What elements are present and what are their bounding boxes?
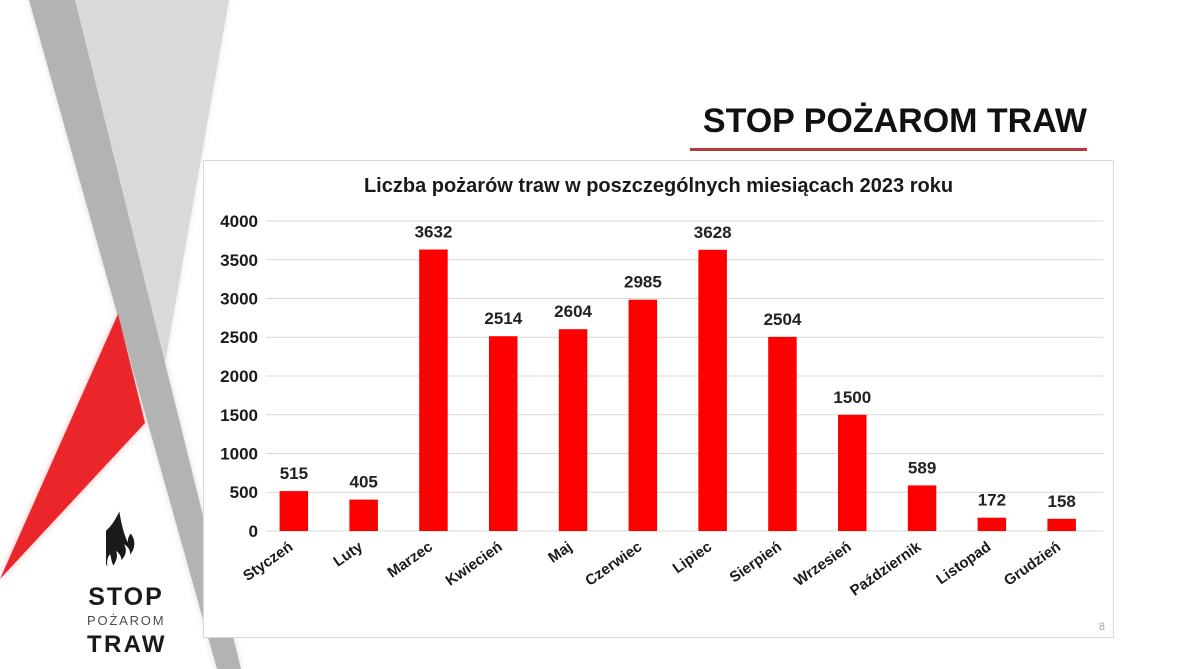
svg-text:2514: 2514 xyxy=(484,309,522,328)
svg-text:Styczeń: Styczeń xyxy=(240,538,296,584)
svg-text:3632: 3632 xyxy=(415,223,453,242)
svg-text:2604: 2604 xyxy=(554,302,592,321)
svg-text:2500: 2500 xyxy=(220,328,258,347)
svg-text:2000: 2000 xyxy=(220,367,258,386)
svg-text:500: 500 xyxy=(230,483,258,502)
svg-text:405: 405 xyxy=(350,473,378,492)
svg-text:1000: 1000 xyxy=(220,445,258,464)
svg-text:3500: 3500 xyxy=(220,251,258,270)
svg-text:Lipiec: Lipiec xyxy=(670,538,715,577)
svg-text:Wrzesień: Wrzesień xyxy=(791,538,854,590)
svg-text:Listopad: Listopad xyxy=(933,538,994,588)
svg-text:Luty: Luty xyxy=(330,538,366,570)
svg-text:Maj: Maj xyxy=(545,538,575,566)
svg-text:Czerwiec: Czerwiec xyxy=(582,538,645,589)
svg-text:2985: 2985 xyxy=(624,273,662,292)
svg-text:3000: 3000 xyxy=(220,290,258,309)
svg-text:Kwiecień: Kwiecień xyxy=(443,538,506,589)
svg-text:1500: 1500 xyxy=(220,406,258,425)
svg-text:0: 0 xyxy=(249,522,258,541)
svg-text:158: 158 xyxy=(1048,492,1076,511)
svg-text:172: 172 xyxy=(978,491,1006,510)
svg-text:1500: 1500 xyxy=(833,388,871,407)
svg-text:Sierpień: Sierpień xyxy=(727,538,785,586)
svg-text:2504: 2504 xyxy=(764,310,802,329)
svg-text:Październik: Październik xyxy=(847,538,925,600)
svg-text:3628: 3628 xyxy=(694,223,732,242)
svg-text:Grudzień: Grudzień xyxy=(1001,538,1064,589)
svg-text:515: 515 xyxy=(280,464,308,483)
svg-text:Marzec: Marzec xyxy=(384,538,435,581)
svg-text:589: 589 xyxy=(908,458,936,477)
svg-text:4000: 4000 xyxy=(220,212,258,231)
